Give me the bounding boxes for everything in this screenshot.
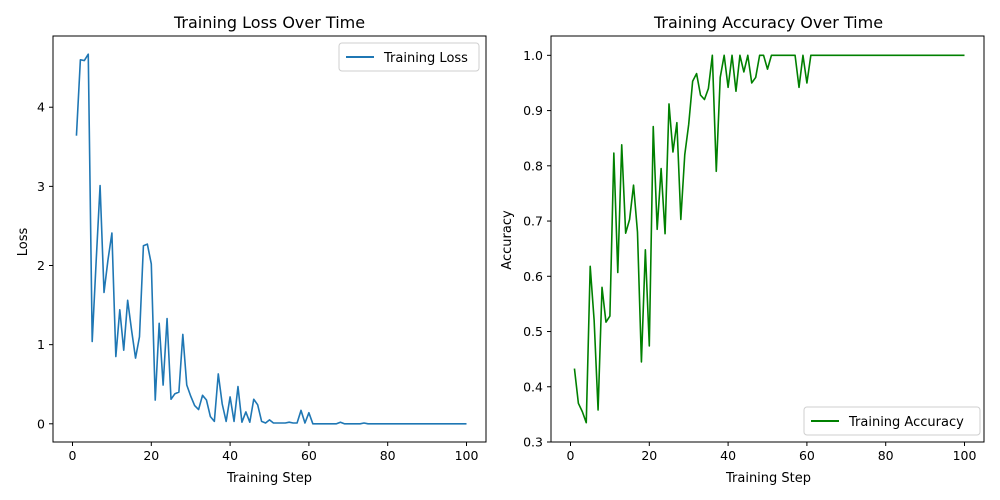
accuracy-chart-plot-frame bbox=[550, 35, 985, 443]
loss-series-line-0 bbox=[75, 53, 467, 425]
accuracy-ytick-label: 0.3 bbox=[523, 435, 543, 450]
accuracy-legend-box bbox=[803, 406, 981, 436]
loss-legend-label: Training Loss bbox=[383, 51, 468, 66]
loss-legend-box bbox=[338, 42, 480, 72]
accuracy-xtick-label: 40 bbox=[720, 448, 736, 463]
accuracy-ytick-label: 0.7 bbox=[523, 214, 543, 229]
loss-chart: Training Loss Over Time Training Step Lo… bbox=[16, 13, 487, 486]
accuracy-xtick-label: 60 bbox=[799, 448, 815, 463]
loss-ytick-label: 1 bbox=[37, 337, 45, 352]
loss-xtick-label: 0 bbox=[69, 448, 77, 463]
loss-chart-title: Training Loss Over Time bbox=[173, 13, 365, 32]
accuracy-xtick-label: 80 bbox=[878, 448, 894, 463]
loss-xtick-label: 60 bbox=[301, 448, 317, 463]
accuracy-ytick-label: 0.6 bbox=[523, 269, 543, 284]
loss-ytick-label: 0 bbox=[37, 416, 45, 431]
accuracy-ytick-label: 0.9 bbox=[523, 103, 543, 118]
accuracy-legend-label: Training Accuracy bbox=[848, 415, 964, 430]
loss-ytick-label: 4 bbox=[37, 100, 45, 115]
accuracy-ytick-label: 1.0 bbox=[523, 48, 543, 63]
accuracy-chart-xlabel: Training Step bbox=[725, 471, 811, 486]
loss-xtick-label: 40 bbox=[222, 448, 238, 463]
accuracy-xtick-label: 0 bbox=[567, 448, 575, 463]
accuracy-xtick-label: 100 bbox=[953, 448, 977, 463]
accuracy-xtick-label: 20 bbox=[641, 448, 657, 463]
loss-chart-xlabel: Training Step bbox=[226, 471, 312, 486]
accuracy-chart-title: Training Accuracy Over Time bbox=[653, 13, 883, 32]
accuracy-chart: Training Accuracy Over Time Training Ste… bbox=[500, 13, 985, 486]
accuracy-chart-legend: Training Accuracy bbox=[803, 406, 981, 436]
loss-chart-legend: Training Loss bbox=[338, 42, 480, 72]
accuracy-ytick-label: 0.8 bbox=[523, 158, 543, 173]
accuracy-chart-ylabel: Accuracy bbox=[500, 210, 515, 270]
loss-chart-plot-frame bbox=[52, 35, 487, 443]
loss-ytick-label: 3 bbox=[37, 179, 45, 194]
loss-chart-ylabel: Loss bbox=[16, 228, 31, 257]
accuracy-ytick-label: 0.4 bbox=[523, 379, 543, 394]
loss-xtick-label: 20 bbox=[143, 448, 159, 463]
loss-xtick-label: 80 bbox=[380, 448, 396, 463]
loss-xtick-label: 100 bbox=[455, 448, 479, 463]
accuracy-series-line-0 bbox=[573, 54, 965, 424]
loss-ytick-label: 2 bbox=[37, 258, 45, 273]
accuracy-ytick-label: 0.5 bbox=[523, 324, 543, 339]
